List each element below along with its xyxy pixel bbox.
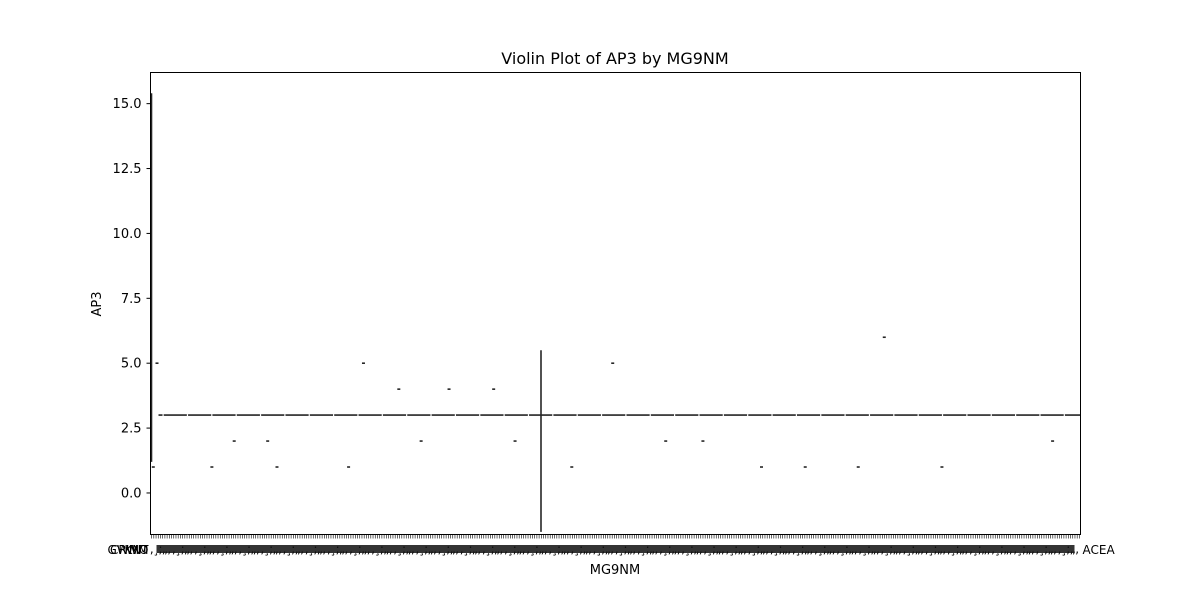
y-tick-label: 10.0 xyxy=(113,227,142,242)
x-tick-label-band: ‚¸;„,‚¸;„,‚¸;„,‚¸;„,‚¸;„,‚¸;„,‚¸;„,‚¸;„,… xyxy=(108,542,1116,557)
x-tick-label-overlap xyxy=(156,545,1075,553)
y-tick-label: 15.0 xyxy=(113,97,142,112)
x-axis-ticks: ‚¸;„,‚¸;„,‚¸;„,‚¸;„,‚¸;„,‚¸;„,‚¸;„,‚¸;„,… xyxy=(108,534,1116,557)
y-tick-label: 2.5 xyxy=(121,422,142,437)
y-tick-label: 5.0 xyxy=(121,357,142,372)
x-tick-label-first: GWMO xyxy=(108,543,149,557)
x-tick-label-last: ACEA xyxy=(1083,543,1116,557)
violin-marks xyxy=(150,93,1090,532)
chart-title: Violin Plot of AP3 by MG9NM xyxy=(501,49,728,68)
x-tick-label-first: KNT xyxy=(124,543,149,557)
x-tick-label: ‚ xyxy=(150,542,154,556)
y-axis-label: AP3 xyxy=(90,291,105,316)
y-tick-label: 7.5 xyxy=(121,292,142,307)
x-axis-label: MG9NM xyxy=(590,563,641,578)
y-tick-label: 0.0 xyxy=(121,486,142,501)
x-tick-label: ¸ xyxy=(153,542,159,556)
y-axis-ticks: 0.0 2.5 5.0 7.5 10.0 12.5 15.0 xyxy=(113,97,151,501)
x-tick-label-first: CRWM xyxy=(110,543,148,557)
x-tick-label: , xyxy=(1075,542,1079,556)
y-tick-label: 12.5 xyxy=(113,162,142,177)
plot-frame xyxy=(150,72,1081,535)
